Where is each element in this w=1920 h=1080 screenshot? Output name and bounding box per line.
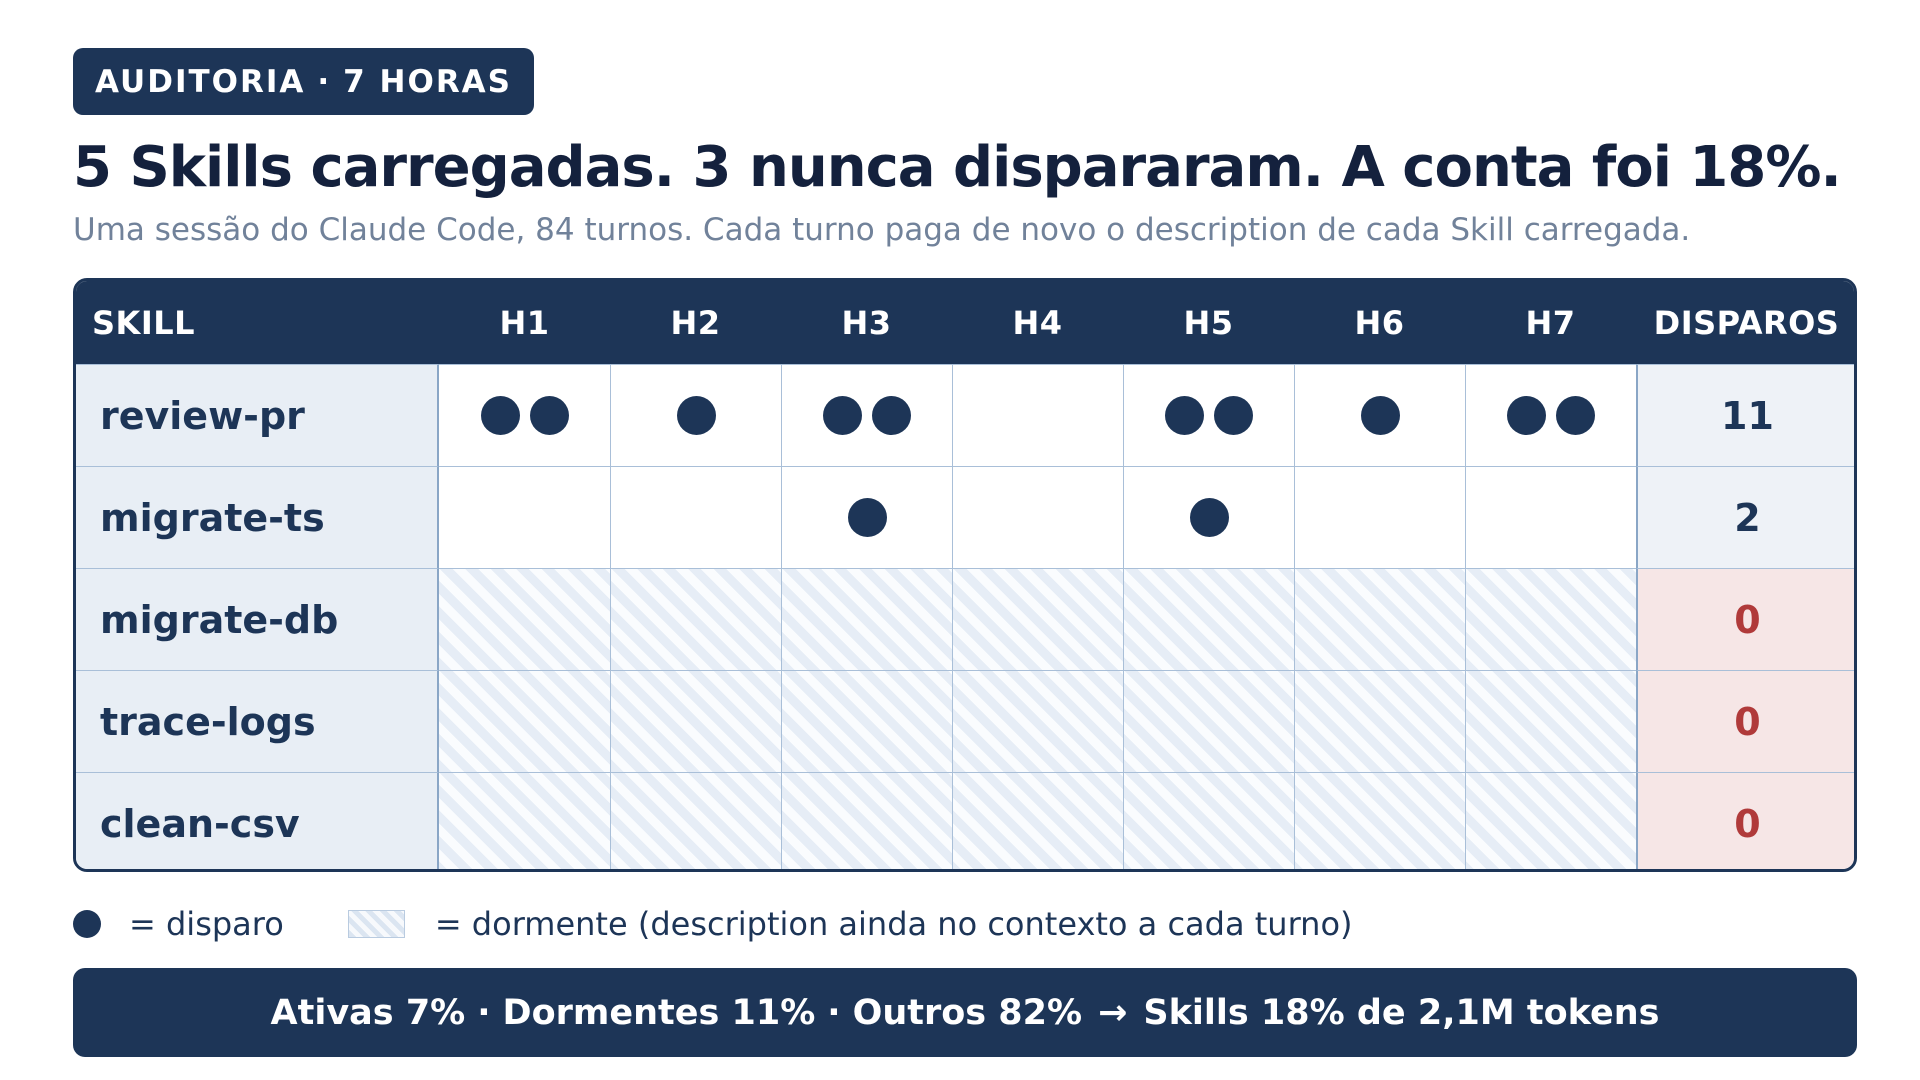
summary-separator: · — [827, 992, 841, 1033]
header-hour-h7: H7 — [1465, 281, 1636, 364]
hour-cell — [610, 466, 781, 568]
header-hour-h2: H2 — [610, 281, 781, 364]
dormant-cell — [1294, 670, 1465, 772]
dormant-cell — [1123, 568, 1294, 670]
hour-cell — [1465, 364, 1636, 466]
legend-dot-label: = disparo — [129, 905, 284, 943]
dormant-cell — [610, 568, 781, 670]
hour-cell — [781, 364, 952, 466]
header-hour-h3: H3 — [781, 281, 952, 364]
summary-bar: Ativas 7% · Dormentes 11% · Outros 82% →… — [73, 968, 1857, 1057]
skill-name: clean-csv — [76, 772, 439, 869]
legend-dot-icon — [73, 910, 101, 938]
dormant-cell — [952, 670, 1123, 772]
disparos-count: 0 — [1636, 772, 1854, 869]
dormant-cell — [1294, 568, 1465, 670]
skills-grid: SKILL H1 H2 H3 H4 H5 H6 H7 DISPAROS review-pr 11 mi… — [76, 281, 1854, 869]
header-hour-h4: H4 — [952, 281, 1123, 364]
dormant-cell — [1294, 772, 1465, 869]
summary-outros: Outros 82% — [852, 992, 1083, 1033]
dormant-cell — [439, 670, 610, 772]
dormant-cell — [1465, 568, 1636, 670]
fire-dot-icon — [1214, 396, 1253, 435]
badge-label: AUDITORIA — [95, 63, 306, 100]
skill-name: migrate-ts — [76, 466, 439, 568]
dormant-cell — [781, 772, 952, 869]
hour-cell — [610, 364, 781, 466]
arrow-right-icon: → — [1098, 992, 1128, 1033]
summary-separator: · — [477, 992, 491, 1033]
page-title: 5 Skills carregadas. 3 nunca dispararam.… — [73, 135, 1842, 200]
dormant-cell — [439, 568, 610, 670]
dormant-cell — [610, 772, 781, 869]
dormant-cell — [781, 670, 952, 772]
disparos-count: 0 — [1636, 670, 1854, 772]
badge-duration: 7 HORAS — [343, 63, 513, 100]
hour-cell — [1294, 466, 1465, 568]
dormant-cell — [952, 772, 1123, 869]
hour-cell — [439, 466, 610, 568]
legend-dormant-label: = dormente (description ainda no context… — [434, 905, 1353, 943]
disparos-count: 11 — [1636, 364, 1854, 466]
disparos-count: 0 — [1636, 568, 1854, 670]
hour-cell — [1294, 364, 1465, 466]
page-subtitle: Uma sessão do Claude Code, 84 turnos. Ca… — [73, 212, 1691, 248]
fire-dot-icon — [1507, 396, 1546, 435]
skills-table: SKILL H1 H2 H3 H4 H5 H6 H7 DISPAROS review-pr 11 mi… — [73, 278, 1857, 872]
disparos-count: 2 — [1636, 466, 1854, 568]
fire-dot-icon — [1556, 396, 1595, 435]
hour-cell — [1465, 466, 1636, 568]
fire-dot-icon — [823, 396, 862, 435]
fire-dot-icon — [872, 396, 911, 435]
fire-dot-icon — [1189, 498, 1229, 537]
summary-dormentes: Dormentes 11% — [502, 992, 816, 1033]
dormant-cell — [1123, 670, 1294, 772]
hour-cell — [952, 364, 1123, 466]
fire-dot-icon — [1360, 396, 1400, 435]
fire-dot-icon — [480, 396, 520, 435]
dormant-cell — [781, 568, 952, 670]
header-hour-h5: H5 — [1123, 281, 1294, 364]
hour-cell — [439, 364, 610, 466]
dormant-cell — [610, 670, 781, 772]
hour-cell — [952, 466, 1123, 568]
dormant-cell — [1465, 670, 1636, 772]
summary-total: Skills 18% de 2,1M tokens — [1143, 992, 1660, 1033]
legend: = disparo = dormente (description ainda … — [73, 902, 1873, 946]
header-skill: SKILL — [76, 281, 439, 364]
badge-separator: · — [317, 63, 332, 100]
skill-name: trace-logs — [76, 670, 439, 772]
skill-name: migrate-db — [76, 568, 439, 670]
header-disparos: DISPAROS — [1636, 281, 1854, 364]
hour-cell — [781, 466, 952, 568]
dormant-cell — [952, 568, 1123, 670]
summary-ativas: Ativas 7% — [270, 992, 466, 1033]
header-hour-h6: H6 — [1294, 281, 1465, 364]
dormant-cell — [439, 772, 610, 869]
legend-hatch-icon — [347, 910, 405, 938]
header-hour-h1: H1 — [439, 281, 610, 364]
fire-dot-icon — [847, 498, 887, 537]
hour-cell — [1123, 364, 1294, 466]
fire-dot-icon — [529, 396, 569, 435]
dormant-cell — [1465, 772, 1636, 869]
fire-dot-icon — [676, 396, 716, 435]
dormant-cell — [1123, 772, 1294, 869]
skill-name: review-pr — [76, 364, 439, 466]
audit-badge: AUDITORIA · 7 HORAS — [73, 48, 535, 115]
fire-dot-icon — [1165, 396, 1204, 435]
hour-cell — [1123, 466, 1294, 568]
